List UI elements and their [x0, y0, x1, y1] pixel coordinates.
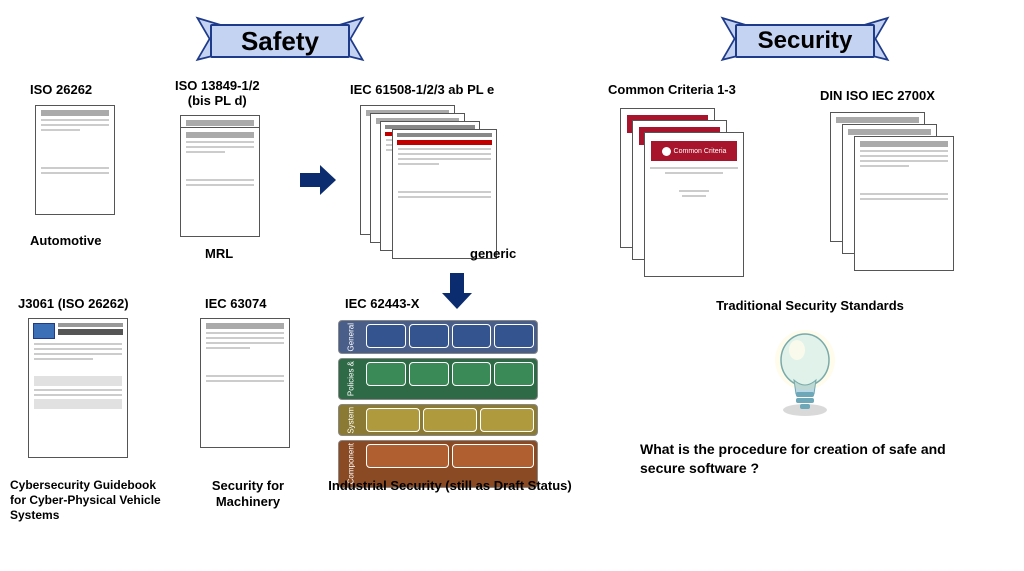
iec62443-row-label: General	[339, 321, 363, 353]
cc-badge-label: Common Criteria	[674, 148, 727, 155]
iso13849-caption: MRL	[205, 246, 233, 261]
iec62443-grid: General Policies & System Component	[338, 320, 538, 492]
security-banner-text: Security	[758, 27, 853, 55]
iec62443-row-label: Policies &	[339, 359, 363, 398]
security-caption: Traditional Security Standards	[680, 298, 940, 313]
iso26262-title: ISO 26262	[30, 82, 92, 97]
iec62443-row-policies: Policies &	[338, 358, 538, 399]
security-banner: Security	[710, 18, 900, 58]
question-text: What is the procedure for creation of sa…	[640, 440, 990, 478]
j3061-title: J3061 (ISO 26262)	[18, 296, 129, 311]
safety-banner: Safety	[185, 18, 375, 58]
din2700x-title: DIN ISO IEC 2700X	[820, 88, 935, 103]
lightbulb-icon	[770, 330, 840, 420]
iec61508-title: IEC 61508-1/2/3 ab PL e	[350, 82, 494, 97]
iec62443-row-general: General	[338, 320, 538, 354]
iec63074-title: IEC 63074	[205, 296, 266, 311]
iso26262-caption: Automotive	[30, 233, 102, 248]
iec62443-row-label: System	[339, 405, 363, 436]
iso13849-title: ISO 13849-1/2 (bis PL d)	[175, 78, 260, 108]
safety-banner-text: Safety	[241, 26, 319, 57]
j3061-caption: Cybersecurity Guidebook for Cyber-Physic…	[10, 478, 165, 523]
iec63074-caption: Security for Machinery	[198, 478, 298, 511]
iec62443-caption: Industrial Security (still as Draft Stat…	[320, 478, 580, 493]
iec61508-caption: generic	[470, 246, 516, 261]
safety-banner-label: Safety	[210, 24, 350, 58]
iec62443-row-system: System	[338, 404, 538, 437]
cc-title: Common Criteria 1-3	[608, 82, 736, 97]
security-banner-label: Security	[735, 24, 875, 58]
iec62443-title: IEC 62443-X	[345, 296, 419, 311]
